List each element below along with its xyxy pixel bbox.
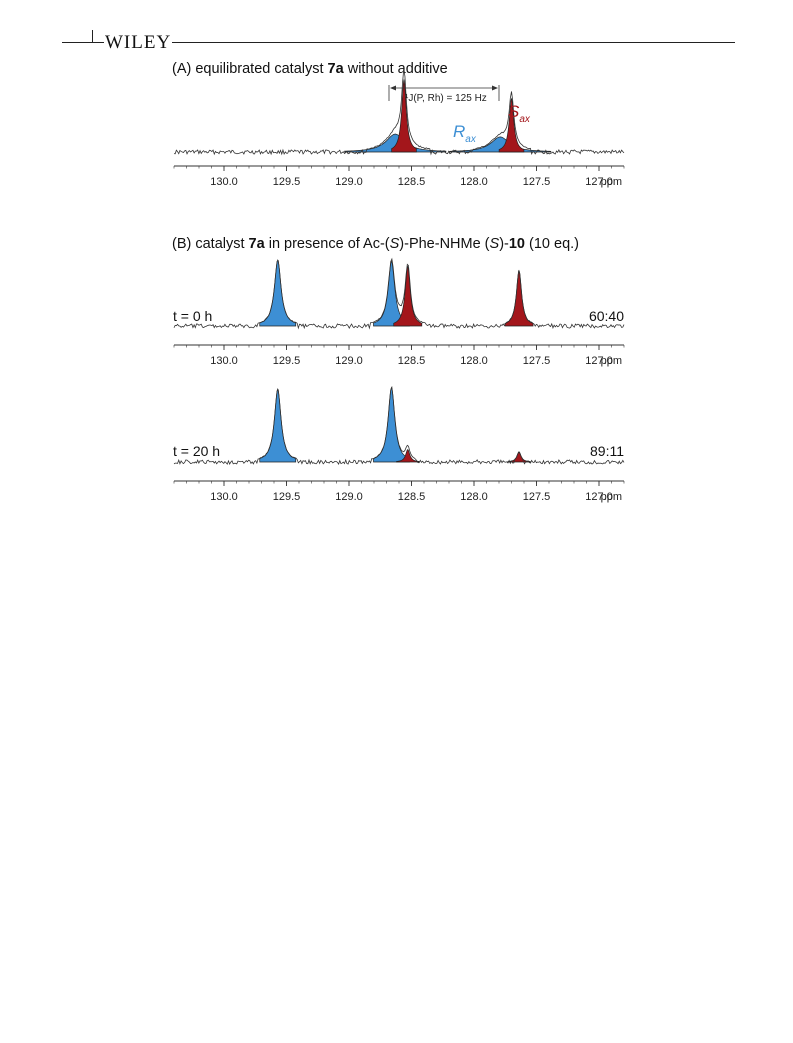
x-tick-label: 129.5: [273, 491, 301, 503]
panel-a-title: (A) equilibrated catalyst 7a without add…: [172, 61, 448, 77]
time-label-t20: t = 20 h: [173, 443, 220, 459]
x-tick-label: 129.5: [273, 176, 301, 188]
x-axis-unit: ppm: [601, 491, 622, 503]
peak-R-0: [259, 259, 297, 327]
x-tick-label: 129.0: [335, 176, 363, 188]
x-axis-unit: ppm: [601, 176, 622, 188]
ratio-label-t20: 89:11: [590, 443, 624, 459]
x-tick-label: 130.0: [210, 491, 238, 503]
x-tick-label: 127.5: [523, 491, 551, 503]
x-tick-label: 128.5: [398, 491, 426, 503]
ratio-label-t0: 60:40: [589, 308, 624, 324]
x-tick-label: 127.5: [523, 355, 551, 367]
x-tick-label: 129.0: [335, 491, 363, 503]
x-tick-label: 130.0: [210, 176, 238, 188]
peak-S-1: [507, 451, 531, 463]
x-tick-label: 129.0: [335, 355, 363, 367]
coupling-label: ¹J(P, Rh) = 125 Hz: [405, 93, 487, 104]
peak-R-1: [449, 136, 552, 153]
journal-header: WILEY: [0, 0, 793, 60]
x-tick-label: 128.0: [460, 176, 488, 188]
x-tick-label: 128.0: [460, 491, 488, 503]
spectrum-trace: [173, 385, 625, 466]
x-tick-label: 130.0: [210, 355, 238, 367]
x-tick-label: 129.5: [273, 355, 301, 367]
spectrum-trace: [173, 257, 625, 330]
x-tick-label: 128.0: [460, 355, 488, 367]
x-tick-label: 127.0: [585, 176, 613, 188]
time-label-t0: t = 0 h: [173, 308, 212, 324]
peak-S-1: [498, 97, 525, 153]
peak-S-0: [393, 265, 423, 327]
coupling-arrowhead-left: [390, 85, 396, 91]
header-rule-left: [62, 42, 104, 43]
x-tick-label: 127.5: [523, 176, 551, 188]
header-rule-right: [172, 42, 735, 43]
peak-S-0: [396, 449, 420, 463]
x-tick-label: 127.0: [585, 355, 613, 367]
coupling-annotation: ¹J(P, Rh) = 125 Hz: [388, 85, 500, 104]
header-tick: [92, 30, 93, 43]
brand-logo: WILEY: [105, 32, 172, 53]
panel-b-title: (B) catalyst 7a in presence of Ac-(S)-Ph…: [172, 236, 579, 252]
x-axis-unit: ppm: [601, 355, 622, 367]
peak-R-0: [344, 133, 447, 153]
peak-R-0: [259, 387, 297, 463]
label-S-ax: Sax: [508, 102, 531, 125]
peak-S-1: [504, 269, 534, 327]
x-tick-label: 128.5: [398, 176, 426, 188]
spectrum-trace: [173, 69, 625, 156]
label-R-ax: Rax: [453, 122, 477, 145]
x-tick-label: 127.0: [585, 491, 613, 503]
coupling-arrowhead-right: [492, 85, 498, 91]
x-tick-label: 128.5: [398, 355, 426, 367]
peak-S-0: [391, 78, 417, 153]
